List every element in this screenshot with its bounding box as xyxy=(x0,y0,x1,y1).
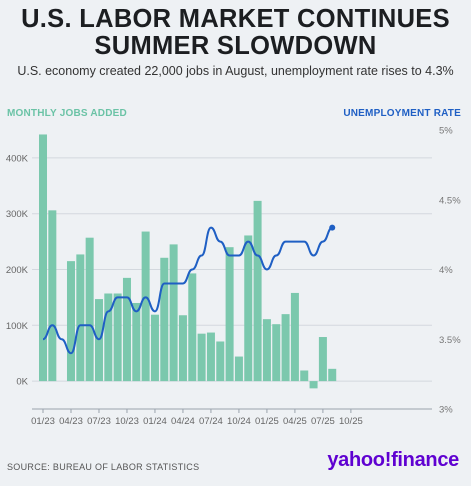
bar-jobs-2025-04 xyxy=(290,292,299,382)
bar-jobs-2023-02 xyxy=(48,210,57,382)
bar-jobs-2025-05 xyxy=(300,370,309,382)
bar-jobs-2024-02 xyxy=(160,257,169,382)
y2-tick-label: 3% xyxy=(439,405,453,416)
x-tick-label: 07/24 xyxy=(199,416,223,427)
yahoo-finance-logo: yahoo!finance xyxy=(327,449,459,471)
y2-tick-label: 4.5% xyxy=(439,195,461,206)
bar-jobs-2025-02 xyxy=(272,324,281,382)
y2-tick-label: 3.5% xyxy=(439,335,461,346)
x-tick-label: 10/24 xyxy=(227,416,251,427)
bar-jobs-2023-12 xyxy=(141,231,150,382)
bar-jobs-2023-01 xyxy=(39,134,47,382)
bar-jobs-2024-06 xyxy=(197,333,206,382)
y-tick-label: 400K xyxy=(6,153,29,164)
x-tick-label: 07/23 xyxy=(87,416,111,427)
bar-jobs-2025-01 xyxy=(262,319,271,382)
bar-jobs-2023-04 xyxy=(66,261,75,382)
bar-jobs-2023-09 xyxy=(113,293,122,382)
y-tick-label: 0K xyxy=(16,377,28,388)
bar-jobs-2024-09 xyxy=(225,247,234,382)
chart-title: U.S. LABOR MARKET CONTINUES SUMMER SLOWD… xyxy=(0,6,471,60)
bar-jobs-2023-08 xyxy=(104,293,113,382)
bar-jobs-2023-10 xyxy=(122,277,131,382)
bar-jobs-2024-05 xyxy=(188,273,197,382)
bar-jobs-2025-06 xyxy=(309,381,318,389)
x-tick-label: 10/25 xyxy=(339,416,363,427)
bar-jobs-2025-07 xyxy=(318,337,327,382)
y-tick-label: 100K xyxy=(6,321,29,332)
bar-jobs-2024-07 xyxy=(206,332,215,382)
bar-jobs-2024-11 xyxy=(244,235,253,382)
left-axis-label: MONTHLY JOBS ADDED xyxy=(7,108,127,119)
bar-jobs-2024-12 xyxy=(253,200,262,382)
bar-jobs-2025-08 xyxy=(328,368,337,382)
x-tick-label: 04/25 xyxy=(283,416,307,427)
right-axis-label: UNEMPLOYMENT RATE xyxy=(343,108,461,119)
source-note: SOURCE: BUREAU OF LABOR STATISTICS xyxy=(7,462,200,472)
y-tick-label: 300K xyxy=(6,209,29,220)
unemployment-rate-line xyxy=(42,226,333,355)
bar-jobs-2024-01 xyxy=(150,314,159,382)
title-line-1: U.S. LABOR MARKET CONTINUES xyxy=(21,5,450,33)
chart-subtitle: U.S. economy created 22,000 jobs in Augu… xyxy=(17,64,454,78)
bar-jobs-2024-08 xyxy=(216,341,225,382)
y-tick-label: 200K xyxy=(6,265,29,276)
bar-jobs-2024-04 xyxy=(178,315,187,382)
bar-jobs-2023-05 xyxy=(76,254,85,382)
bar-jobs-2023-06 xyxy=(85,237,94,382)
unemployment-endpoint-marker xyxy=(329,224,336,231)
x-tick-label: 04/24 xyxy=(171,416,195,427)
x-tick-label: 10/23 xyxy=(115,416,139,427)
x-tick-label: 04/23 xyxy=(59,416,83,427)
x-tick-label: 07/25 xyxy=(311,416,335,427)
y2-tick-label: 5% xyxy=(439,126,453,137)
title-line-2: SUMMER SLOWDOWN xyxy=(94,32,377,60)
bar-jobs-2024-10 xyxy=(234,356,243,382)
x-tick-label: 01/23 xyxy=(31,416,55,427)
y2-tick-label: 4% xyxy=(439,265,453,276)
bar-jobs-2025-03 xyxy=(281,314,290,382)
x-tick-label: 01/25 xyxy=(255,416,279,427)
bar-jobs-2024-03 xyxy=(169,244,178,382)
bar-jobs-2023-11 xyxy=(132,302,141,382)
x-tick-label: 01/24 xyxy=(143,416,167,427)
